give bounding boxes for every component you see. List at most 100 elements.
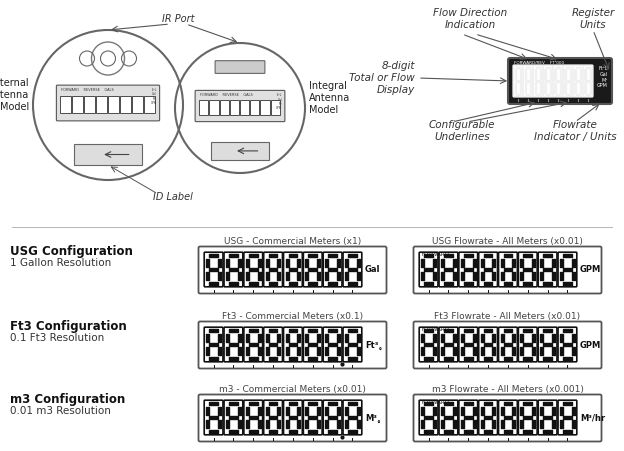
Text: Ft³L
Gal
M³
GPM: Ft³L Gal M³ GPM [150,88,157,105]
FancyBboxPatch shape [539,252,557,287]
Text: m3 - Commercial Meters (x0.01): m3 - Commercial Meters (x0.01) [219,385,366,394]
Bar [96,96,107,113]
Text: FORWARD    REVERSE    GALS: FORWARD REVERSE GALS [61,88,114,92]
FancyBboxPatch shape [343,252,362,287]
FancyBboxPatch shape [303,252,322,287]
Text: Gal: Gal [365,266,381,275]
FancyBboxPatch shape [419,400,438,435]
Text: Ft3 - Commercial Meters (x0.1): Ft3 - Commercial Meters (x0.1) [222,312,363,321]
Text: ID Label: ID Label [153,192,193,202]
Text: External
Antenna
Model: External Antenna Model [0,78,29,111]
Bar [230,100,239,115]
FancyBboxPatch shape [198,322,386,368]
FancyBboxPatch shape [479,400,497,435]
Text: FORWARD: FORWARD [422,327,450,332]
FancyBboxPatch shape [204,252,223,287]
Text: FORWARD    REVERSE    GALS: FORWARD REVERSE GALS [200,93,253,97]
Text: Ft³L
Gal
M³
GPM: Ft³L Gal M³ GPM [597,66,608,88]
Text: Flowrate
Indicator / Units: Flowrate Indicator / Units [534,120,617,142]
Text: Register
Units: Register Units [572,8,615,30]
Bar [260,100,270,115]
Text: IR Port: IR Port [162,14,194,24]
FancyBboxPatch shape [198,395,386,442]
FancyBboxPatch shape [224,400,243,435]
Bar [108,96,119,113]
Bar [72,96,83,113]
Text: m3 Configuration: m3 Configuration [10,393,125,406]
Text: FORWARD/REV    FT³000: FORWARD/REV FT³000 [514,61,564,65]
FancyBboxPatch shape [414,247,602,294]
FancyBboxPatch shape [198,247,386,294]
Text: m3 Flowrate - All Meters (x0.001): m3 Flowrate - All Meters (x0.001) [432,385,583,394]
FancyBboxPatch shape [563,65,573,97]
FancyBboxPatch shape [513,65,523,97]
Text: Ft³L
Gal
M³
GPM: Ft³L Gal M³ GPM [276,93,282,110]
Text: Ft3 Configuration: Ft3 Configuration [10,320,127,333]
FancyBboxPatch shape [244,327,263,362]
FancyBboxPatch shape [419,252,438,287]
FancyBboxPatch shape [283,400,302,435]
FancyBboxPatch shape [215,61,265,74]
FancyBboxPatch shape [553,65,563,97]
Bar [240,100,249,115]
FancyBboxPatch shape [479,252,497,287]
FancyBboxPatch shape [224,327,243,362]
FancyBboxPatch shape [244,400,263,435]
FancyBboxPatch shape [479,327,497,362]
Text: FORWARD: FORWARD [422,400,450,405]
FancyBboxPatch shape [499,400,517,435]
Text: 8-digit
Total or Flow
Display: 8-digit Total or Flow Display [349,61,415,95]
FancyBboxPatch shape [303,327,322,362]
FancyBboxPatch shape [499,252,517,287]
Bar [61,96,71,113]
FancyBboxPatch shape [414,322,602,368]
FancyBboxPatch shape [204,327,223,362]
Text: Integral
Antenna
Model: Integral Antenna Model [309,81,350,115]
Bar [209,100,218,115]
FancyBboxPatch shape [56,85,160,121]
Bar [120,96,131,113]
Text: Ft³˳: Ft³˳ [365,341,383,350]
FancyBboxPatch shape [439,252,458,287]
FancyBboxPatch shape [419,327,438,362]
FancyBboxPatch shape [558,327,577,362]
FancyBboxPatch shape [264,400,283,435]
Bar [132,96,143,113]
Text: USG Configuration: USG Configuration [10,245,133,258]
FancyBboxPatch shape [303,400,322,435]
FancyBboxPatch shape [343,327,362,362]
FancyBboxPatch shape [224,252,243,287]
Bar [271,100,280,115]
Bar [74,144,142,165]
Text: M³˳: M³˳ [365,414,381,423]
FancyBboxPatch shape [323,327,342,362]
Text: USG - Commercial Meters (x1): USG - Commercial Meters (x1) [224,237,361,246]
FancyBboxPatch shape [539,327,557,362]
FancyBboxPatch shape [204,400,223,435]
FancyBboxPatch shape [519,252,537,287]
FancyBboxPatch shape [459,400,477,435]
FancyBboxPatch shape [323,252,342,287]
Text: 0.1 Ft3 Resolution: 0.1 Ft3 Resolution [10,333,104,343]
FancyBboxPatch shape [264,252,283,287]
FancyBboxPatch shape [323,400,342,435]
FancyBboxPatch shape [283,327,302,362]
Text: GPM: GPM [580,266,602,275]
FancyBboxPatch shape [414,395,602,442]
FancyBboxPatch shape [264,327,283,362]
FancyBboxPatch shape [523,65,533,97]
Bar [84,96,95,113]
Bar [144,96,155,113]
Text: Configurable
Underlines: Configurable Underlines [429,120,495,142]
FancyBboxPatch shape [459,252,477,287]
FancyBboxPatch shape [533,65,543,97]
FancyBboxPatch shape [558,252,577,287]
FancyBboxPatch shape [583,65,593,97]
FancyBboxPatch shape [459,327,477,362]
FancyBboxPatch shape [244,252,263,287]
Text: 0.01 m3 Resolution: 0.01 m3 Resolution [10,406,111,416]
FancyBboxPatch shape [439,400,458,435]
FancyBboxPatch shape [539,400,557,435]
FancyBboxPatch shape [519,400,537,435]
Bar [199,100,208,115]
